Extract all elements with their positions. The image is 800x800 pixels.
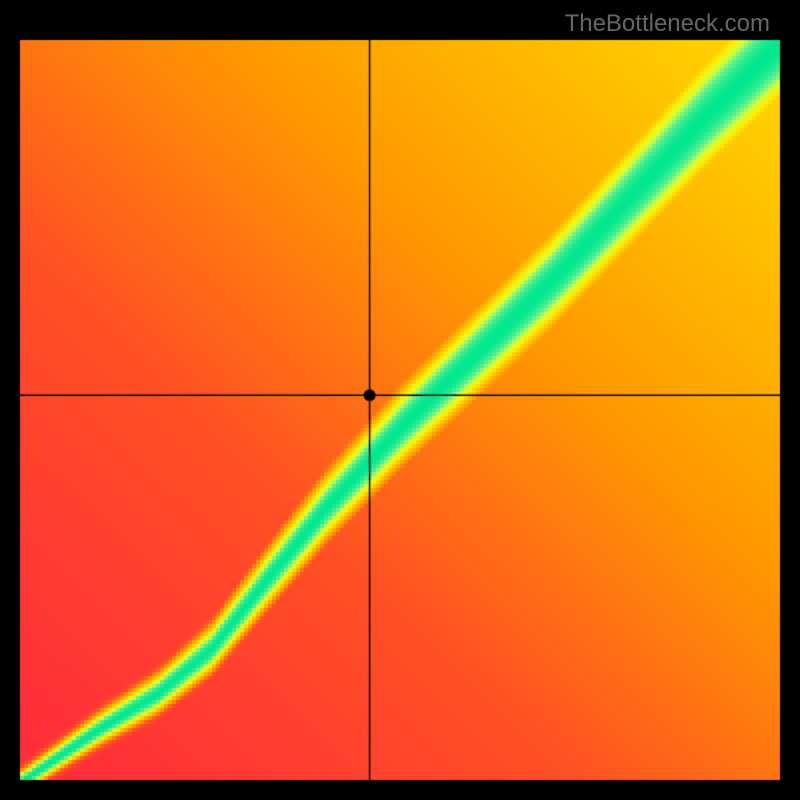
heatmap-canvas	[0, 0, 800, 800]
chart-container: TheBottleneck.com	[0, 0, 800, 800]
watermark-text: TheBottleneck.com	[565, 10, 770, 38]
